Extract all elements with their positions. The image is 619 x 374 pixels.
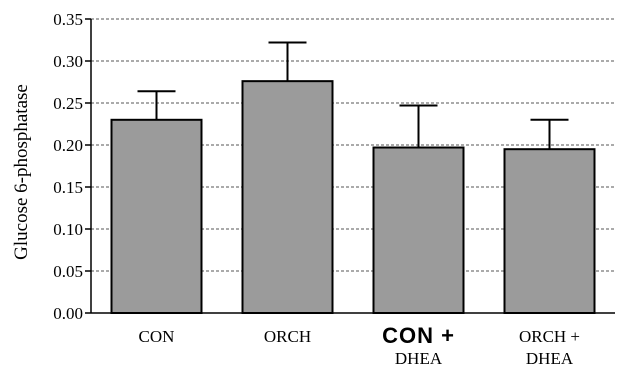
y-tick-labels: 0.00 0.05 0.10 0.15 0.20 0.25 0.30 0.35	[53, 10, 83, 323]
bar	[503, 148, 596, 314]
x-tick-label: CON +	[382, 323, 455, 348]
bar	[241, 80, 334, 314]
bar	[372, 146, 465, 314]
bar	[110, 118, 203, 314]
x-tick-label: ORCH +	[519, 327, 580, 346]
x-tick-label: ORCH	[264, 327, 311, 346]
x-tick-label: CON	[139, 327, 175, 346]
y-tick-label: 0.30	[53, 52, 83, 71]
axes	[85, 18, 615, 314]
x-tick-label: DHEA	[395, 349, 443, 368]
y-tick-label: 0.00	[53, 304, 83, 323]
y-tick-label: 0.10	[53, 220, 83, 239]
y-tick-label: 0.05	[53, 262, 83, 281]
error-bars	[137, 41, 569, 150]
bars	[110, 80, 596, 314]
y-tick-label: 0.35	[53, 10, 83, 29]
y-axis-label: Glucose 6-phosphatase	[11, 84, 32, 260]
x-tick-label: DHEA	[526, 349, 574, 368]
y-tick-label: 0.25	[53, 94, 83, 113]
y-tick-label: 0.15	[53, 178, 83, 197]
y-tick-label: 0.20	[53, 136, 83, 155]
